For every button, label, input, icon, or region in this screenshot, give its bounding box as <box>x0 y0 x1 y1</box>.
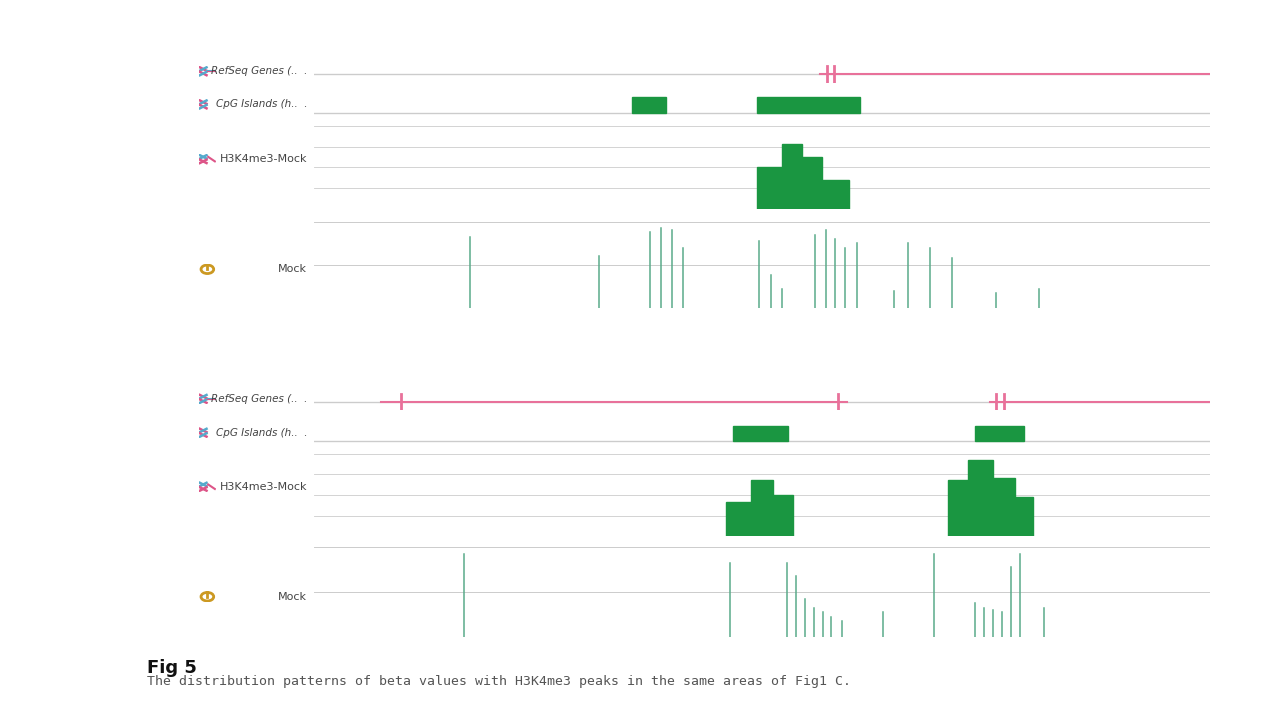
Text: Mock: Mock <box>278 592 307 602</box>
Text: RefSeq Genes (..  .: RefSeq Genes (.. . <box>211 66 307 76</box>
Text: CpG Islands (h..  .: CpG Islands (h.. . <box>216 428 307 438</box>
Bar <box>782 144 801 209</box>
Bar <box>726 502 751 536</box>
Bar <box>733 426 788 441</box>
Text: Fig 5: Fig 5 <box>147 659 197 677</box>
Bar <box>948 480 968 536</box>
Text: The distribution patterns of beta values with H3K4me3 peaks in the same areas of: The distribution patterns of beta values… <box>147 675 851 688</box>
Bar <box>756 167 782 209</box>
Text: H3K4me3-Mock: H3K4me3-Mock <box>220 482 307 492</box>
Bar <box>822 180 849 209</box>
Text: Mock: Mock <box>278 264 307 274</box>
Bar <box>756 97 860 112</box>
Text: CpG Islands (h..  .: CpG Islands (h.. . <box>216 99 307 109</box>
Bar <box>975 426 1024 441</box>
Bar <box>993 479 1015 536</box>
Bar <box>751 480 773 536</box>
Text: H3K4me3-Mock: H3K4me3-Mock <box>220 154 307 164</box>
Text: RefSeq Genes (..  .: RefSeq Genes (.. . <box>211 394 307 404</box>
Bar <box>1015 497 1033 536</box>
Bar <box>968 460 993 536</box>
Bar <box>773 495 794 536</box>
Bar <box>632 97 666 112</box>
Bar <box>801 158 822 209</box>
